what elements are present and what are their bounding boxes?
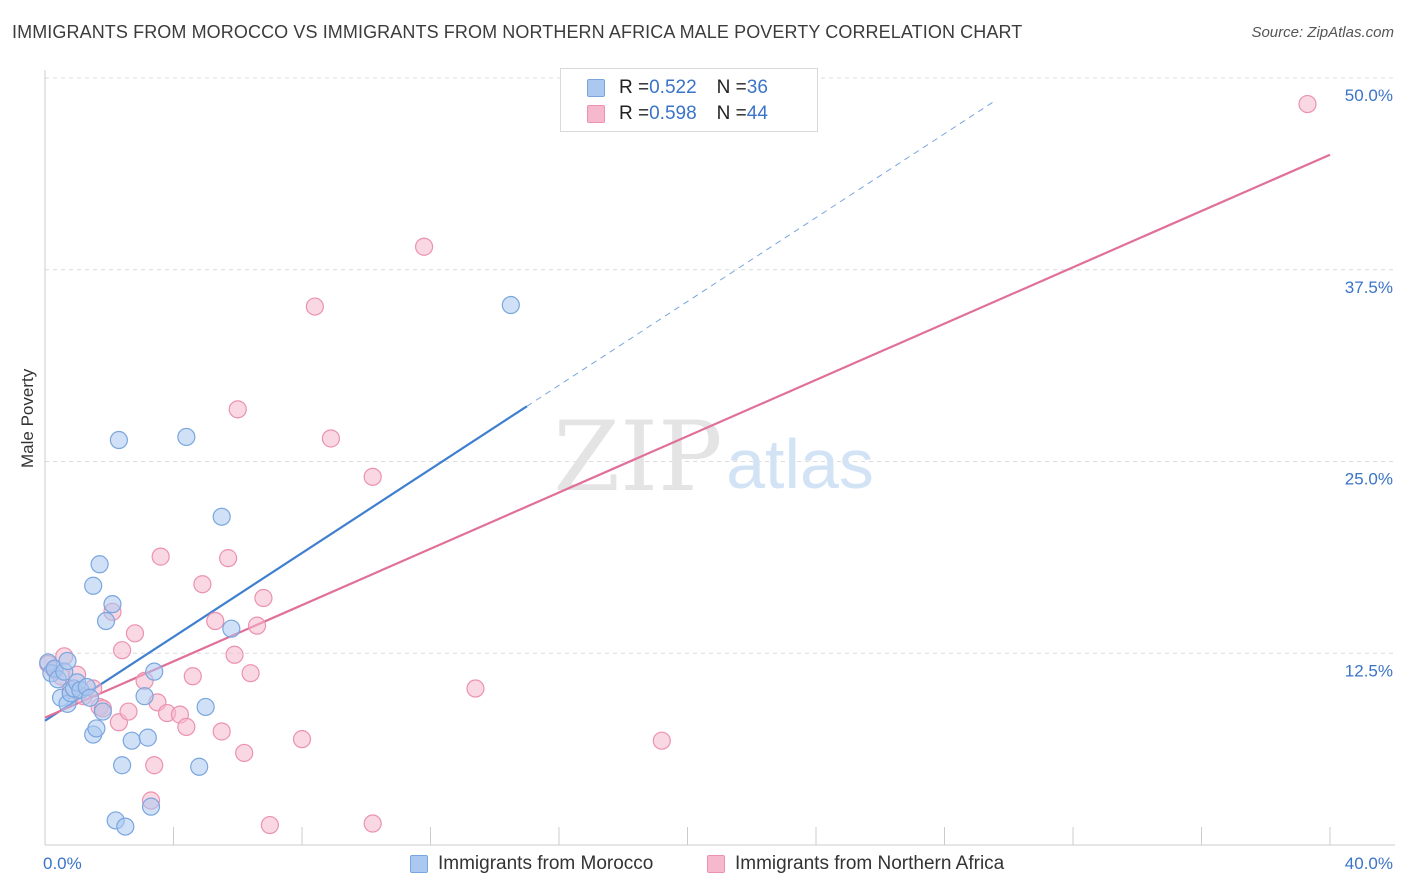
point-northern-africa [212,722,231,741]
y-axis-label: Male Poverty [18,368,37,468]
point-northern-africa [125,624,145,643]
point-northern-africa [225,645,244,664]
legend-n-value: 36 [746,77,768,98]
bottom-legend-label: Immigrants from Morocco [438,853,654,874]
point-morocco [84,576,103,595]
legend-n-value: 44 [746,103,768,124]
point-morocco [501,295,520,315]
point-northern-africa [254,588,273,608]
point-morocco [138,728,157,747]
point-northern-africa [183,667,202,686]
legend-swatch-blue [587,79,605,97]
legend-row-northern-africa: R = 0.598 N = 44 [587,102,768,126]
point-morocco [222,619,241,638]
axis-layer [44,70,1395,846]
y-tick-label: 25.0% [1345,470,1393,489]
point-northern-africa [235,743,254,763]
x-tick-label: 0.0% [43,854,82,873]
point-northern-africa [363,814,382,833]
watermark: ZIP atlas [553,401,874,513]
point-morocco [190,757,209,776]
point-morocco [109,430,128,450]
legend-r-label: R = [619,103,650,124]
point-northern-africa [260,815,279,835]
point-morocco [212,507,231,526]
point-northern-africa [321,429,341,448]
trend-line-morocco [44,405,528,722]
point-morocco [103,595,122,614]
legend-r-label: R = [619,77,650,98]
point-morocco [87,719,106,738]
point-morocco [93,702,112,721]
stats-legend: R = 0.522 N = 36 R = 0.598 N = 44 [560,68,818,132]
point-morocco [141,797,161,816]
bottom-legend-swatch-pink [707,855,725,873]
point-northern-africa [112,641,132,660]
bottom-legend-label: Immigrants from Northern Africa [735,853,1005,874]
point-northern-africa [145,756,164,775]
point-morocco [58,651,77,671]
point-morocco [90,555,109,574]
point-northern-africa [193,575,212,594]
point-northern-africa [363,467,382,486]
point-northern-africa [652,731,671,750]
points-layer [39,94,1317,836]
tick-label-layer: 12.5% 25.0% 37.5% 50.0% 0.0% 40.0% [43,86,1393,873]
point-northern-africa [177,717,196,736]
point-morocco [80,688,100,707]
point-morocco [96,611,116,631]
point-morocco [112,756,132,775]
point-northern-africa [241,664,260,683]
point-morocco [177,427,196,447]
bottom-legend-northern-africa: Immigrants from Northern Africa [707,852,1004,876]
point-northern-africa [247,616,267,635]
legend-r-value: 0.598 [649,103,697,124]
legend-n-label: N = [716,103,747,124]
legend-swatch-pink [587,105,605,123]
point-morocco [116,817,135,836]
point-northern-africa [305,297,324,316]
point-northern-africa [292,730,312,749]
point-morocco [135,687,154,706]
point-northern-africa [151,547,170,566]
point-morocco [145,662,164,681]
point-northern-africa [1298,94,1317,114]
point-northern-africa [414,237,434,256]
bottom-legend-swatch-blue [410,855,428,873]
y-tick-label: 37.5% [1345,278,1393,297]
y-tick-label: 12.5% [1345,661,1393,680]
point-northern-africa [228,400,247,419]
point-morocco [196,697,215,717]
point-northern-africa [206,611,225,631]
y-tick-label: 50.0% [1345,86,1393,105]
point-northern-africa [219,549,238,568]
watermark-atlas: atlas [726,425,874,503]
grid-layer [45,77,1395,654]
bottom-legend-morocco: Immigrants from Morocco [410,852,653,876]
x-tick-label: 40.0% [1345,854,1393,873]
legend-n-label: N = [716,77,747,98]
point-northern-africa [119,702,138,721]
chart-source: Source: ZipAtlas.com [1251,24,1394,41]
point-northern-africa [466,679,485,698]
legend-r-value: 0.522 [649,77,697,98]
trend-line-morocco-extension [526,99,997,407]
chart-title: IMMIGRANTS FROM MOROCCO VS IMMIGRANTS FR… [12,22,1023,42]
point-morocco [122,731,141,750]
legend-row-morocco: R = 0.522 N = 36 [587,76,768,100]
